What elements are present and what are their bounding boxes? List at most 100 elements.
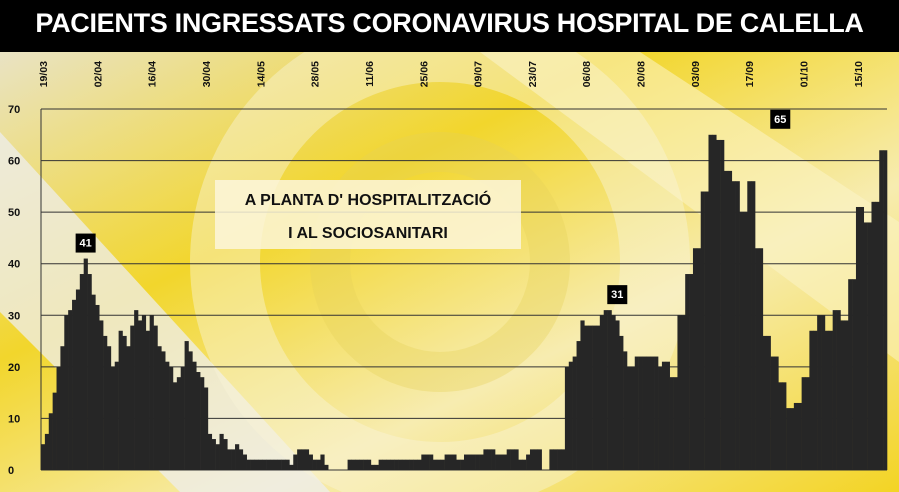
x-tick-label: 11/06 bbox=[364, 61, 376, 87]
bar bbox=[432, 459, 438, 470]
bar bbox=[103, 335, 108, 470]
bar bbox=[176, 377, 182, 470]
bar bbox=[324, 464, 329, 470]
bar bbox=[351, 459, 356, 470]
bar bbox=[134, 310, 139, 470]
data-label: 65 bbox=[774, 114, 786, 126]
bar bbox=[223, 439, 228, 470]
x-tick-label: 25/06 bbox=[418, 61, 430, 87]
x-tick-label: 30/04 bbox=[201, 61, 213, 87]
bar bbox=[526, 454, 531, 470]
bar bbox=[475, 454, 480, 470]
bar bbox=[751, 181, 756, 470]
bar bbox=[250, 459, 255, 470]
bar bbox=[75, 289, 81, 470]
bar bbox=[320, 454, 325, 470]
bar bbox=[277, 459, 282, 470]
bar bbox=[669, 377, 674, 470]
bar bbox=[200, 377, 205, 470]
bar bbox=[564, 366, 570, 470]
bar bbox=[390, 459, 395, 470]
bar bbox=[72, 299, 77, 470]
bar bbox=[681, 315, 686, 470]
bar bbox=[821, 315, 826, 470]
bar bbox=[130, 325, 135, 470]
bar bbox=[452, 454, 457, 470]
bar bbox=[242, 454, 247, 470]
bar bbox=[650, 356, 655, 470]
data-label-box bbox=[770, 109, 791, 129]
bar bbox=[169, 366, 174, 470]
y-tick-label: 0 bbox=[8, 465, 14, 477]
bar bbox=[529, 449, 535, 470]
bar bbox=[793, 402, 799, 470]
bar bbox=[630, 366, 636, 470]
bar bbox=[576, 341, 581, 470]
bar bbox=[758, 248, 764, 470]
annotation-box: A PLANTA D' HOSPITALITZACIÓ I AL SOCIOSA… bbox=[215, 180, 521, 249]
x-tick-label: 01/10 bbox=[799, 61, 811, 87]
bar bbox=[607, 310, 612, 470]
x-tick-label: 09/07 bbox=[473, 61, 485, 87]
bar bbox=[95, 304, 100, 470]
y-tick-label: 50 bbox=[8, 207, 20, 219]
bar bbox=[595, 325, 601, 470]
y-tick-label: 60 bbox=[8, 156, 20, 168]
bar bbox=[297, 449, 302, 470]
x-tick-label: 28/05 bbox=[310, 61, 322, 87]
bar bbox=[491, 449, 496, 470]
bar bbox=[304, 449, 310, 470]
bar bbox=[603, 310, 608, 470]
bar bbox=[557, 449, 562, 470]
bar bbox=[355, 459, 360, 470]
bar bbox=[561, 449, 566, 470]
bar bbox=[231, 449, 236, 470]
bar bbox=[312, 459, 317, 470]
bar bbox=[859, 206, 865, 470]
bar bbox=[658, 366, 663, 470]
bar bbox=[685, 274, 690, 470]
bar bbox=[308, 454, 313, 470]
bar bbox=[413, 459, 418, 470]
bar bbox=[41, 444, 46, 470]
bar bbox=[394, 459, 399, 470]
bar bbox=[64, 315, 69, 470]
bar bbox=[448, 454, 453, 470]
bar bbox=[646, 356, 651, 470]
bar bbox=[506, 449, 511, 470]
bar bbox=[867, 222, 872, 470]
data-label-box bbox=[75, 233, 96, 253]
bar bbox=[852, 279, 857, 470]
bar bbox=[91, 294, 96, 470]
bar bbox=[739, 212, 744, 470]
bar bbox=[661, 361, 667, 470]
bar bbox=[215, 444, 220, 470]
bar bbox=[316, 459, 321, 470]
y-tick-label: 10 bbox=[8, 413, 20, 425]
bar bbox=[106, 346, 112, 470]
bar bbox=[879, 150, 884, 470]
bar bbox=[363, 459, 368, 470]
bar bbox=[782, 382, 787, 470]
title-bar: PACIENTS INGRESSATS CORONAVIRUS HOSPITAL… bbox=[0, 0, 899, 52]
bar bbox=[495, 454, 500, 470]
chart-title: PACIENTS INGRESSATS CORONAVIRUS HOSPITAL… bbox=[35, 8, 864, 38]
bar bbox=[665, 361, 670, 470]
bar bbox=[762, 335, 767, 470]
bar bbox=[479, 454, 484, 470]
bar bbox=[114, 361, 119, 470]
bar bbox=[184, 341, 189, 470]
bar bbox=[844, 320, 849, 470]
bar bbox=[68, 310, 73, 470]
bar bbox=[188, 351, 193, 470]
bar bbox=[805, 377, 810, 470]
x-tick-label: 20/08 bbox=[636, 61, 648, 87]
x-tick-label: 06/08 bbox=[581, 61, 593, 87]
bar bbox=[766, 335, 771, 470]
bar bbox=[789, 408, 795, 470]
bar bbox=[743, 212, 748, 470]
bar bbox=[110, 366, 116, 470]
data-label: 41 bbox=[80, 238, 92, 250]
x-tick-label: 02/04 bbox=[92, 61, 104, 87]
